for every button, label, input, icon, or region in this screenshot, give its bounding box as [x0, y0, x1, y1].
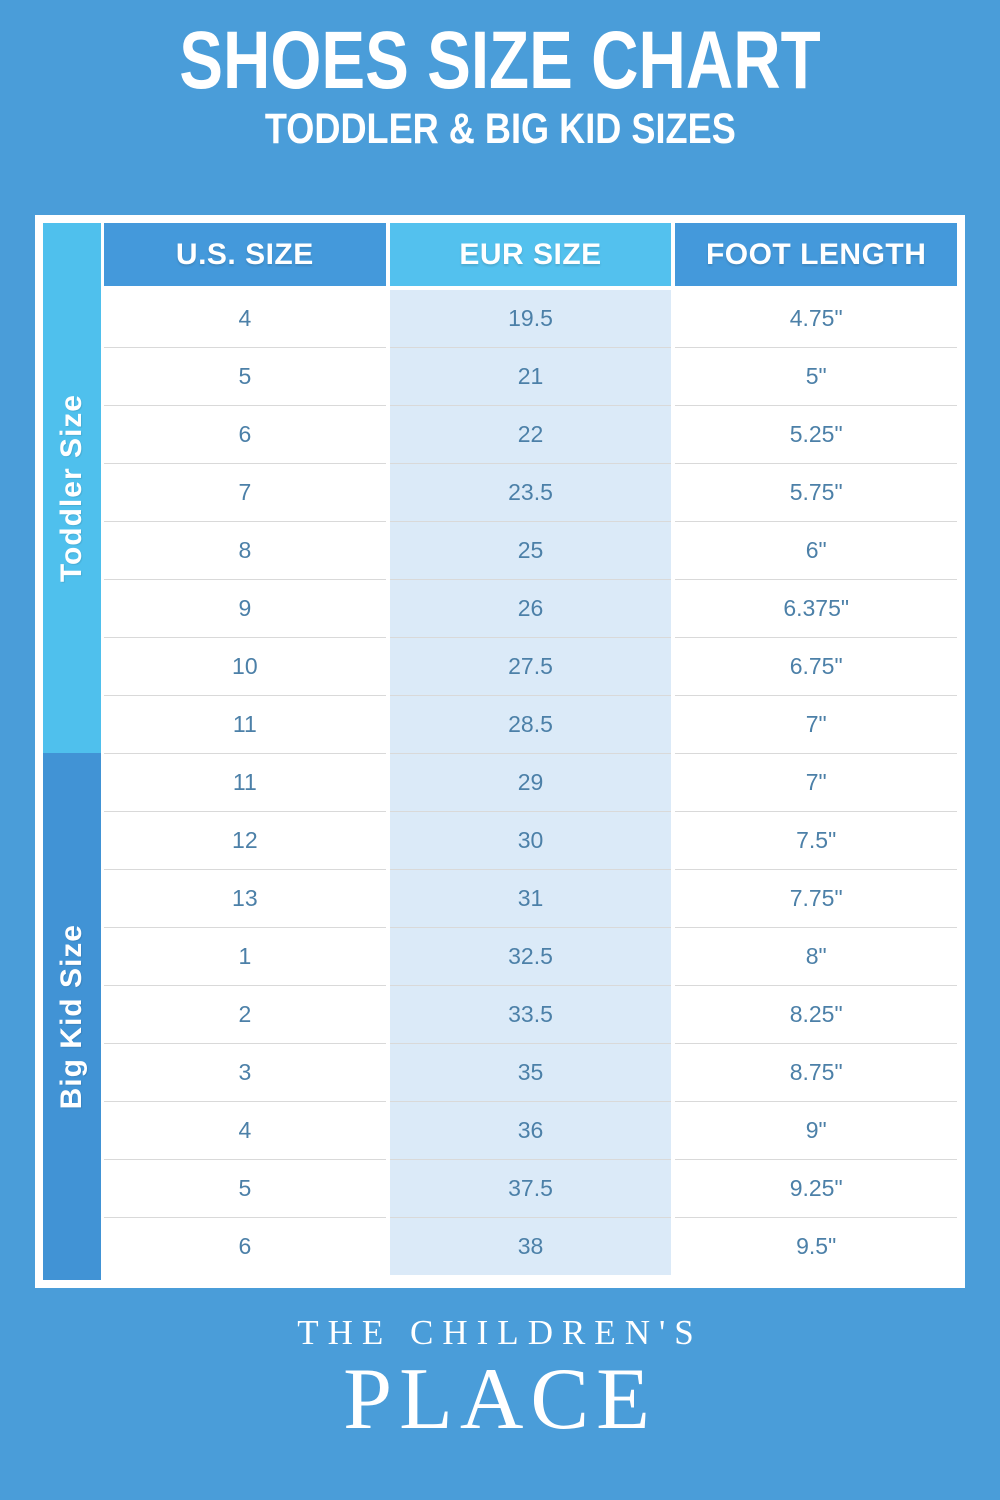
foot-length-cell: 7.75" — [675, 869, 958, 927]
eur-size-cell: 33.5 — [389, 985, 672, 1043]
us-size-cell: 11 — [104, 753, 386, 811]
us-size-cell: 5 — [104, 347, 386, 405]
us-size-cell: 1 — [104, 927, 386, 985]
table-row: 11 28.5 7" — [104, 695, 958, 753]
column-header-eur-size: EUR SIZE — [389, 223, 672, 286]
eur-size-cell: 29 — [389, 753, 672, 811]
foot-length-cell: 7.5" — [675, 811, 958, 869]
foot-length-cell: 5.25" — [675, 405, 958, 463]
table-row: 1 32.5 8" — [104, 927, 958, 985]
eur-size-cell: 38 — [389, 1217, 672, 1275]
eur-size-cell: 35 — [389, 1043, 672, 1101]
us-size-cell: 3 — [104, 1043, 386, 1101]
brand-logo: THE CHILDREN'S PLACE — [0, 1312, 1000, 1444]
eur-size-cell: 28.5 — [389, 695, 672, 753]
us-size-cell: 6 — [104, 1217, 386, 1275]
foot-length-cell: 5.75" — [675, 463, 958, 521]
foot-length-cell: 6" — [675, 521, 958, 579]
column-header-foot-length: FOOT LENGTH — [675, 223, 958, 286]
foot-length-cell: 8.25" — [675, 985, 958, 1043]
eur-size-cell: 25 — [389, 521, 672, 579]
table-row: 10 27.5 6.75" — [104, 637, 958, 695]
big-kid-size-strip: Big Kid Size — [43, 753, 101, 1280]
eur-size-cell: 36 — [389, 1101, 672, 1159]
us-size-cell: 6 — [104, 405, 386, 463]
us-size-cell: 2 — [104, 985, 386, 1043]
size-table: U.S. SIZE EUR SIZE FOOT LENGTH 4 19.5 4.75… — [104, 223, 958, 1280]
table-header-row: U.S. SIZE EUR SIZE FOOT LENGTH — [104, 223, 958, 286]
eur-size-cell: 21 — [389, 347, 672, 405]
section-strips: Toddler Size Big Kid Size — [43, 223, 101, 1280]
eur-size-cell: 30 — [389, 811, 672, 869]
foot-length-cell: 5" — [675, 347, 958, 405]
table-row: 13 31 7.75" — [104, 869, 958, 927]
brand-name-bottom: PLACE — [343, 1351, 657, 1448]
toddler-rows: 4 19.5 4.75" 5 21 5" 6 22 5.25" 7 23.5 5.75" 8 25 6" 9 2… — [104, 289, 958, 753]
eur-size-cell: 22 — [389, 405, 672, 463]
us-size-cell: 8 — [104, 521, 386, 579]
eur-size-cell: 26 — [389, 579, 672, 637]
eur-size-cell: 23.5 — [389, 463, 672, 521]
foot-length-cell: 6.75" — [675, 637, 958, 695]
brand-name-top: THE CHILDREN'S — [297, 1313, 703, 1352]
table-row: 6 38 9.5" — [104, 1217, 958, 1275]
size-chart-card: Toddler Size Big Kid Size U.S. SIZE EUR … — [35, 215, 965, 1288]
eur-size-cell: 32.5 — [389, 927, 672, 985]
page-subtitle: TODDLER & BIG KID SIZES — [264, 105, 736, 154]
table-row: 3 35 8.75" — [104, 1043, 958, 1101]
toddler-size-strip: Toddler Size — [43, 223, 101, 753]
us-size-cell: 11 — [104, 695, 386, 753]
foot-length-cell: 9" — [675, 1101, 958, 1159]
table-row: 5 21 5" — [104, 347, 958, 405]
foot-length-cell: 4.75" — [675, 289, 958, 347]
eur-size-cell: 37.5 — [389, 1159, 672, 1217]
foot-length-cell: 7" — [675, 695, 958, 753]
us-size-cell: 9 — [104, 579, 386, 637]
us-size-cell: 5 — [104, 1159, 386, 1217]
us-size-cell: 12 — [104, 811, 386, 869]
us-size-cell: 4 — [104, 289, 386, 347]
eur-size-cell: 27.5 — [389, 637, 672, 695]
page-title: SHOES SIZE CHART — [179, 15, 821, 106]
eur-size-cell: 19.5 — [389, 289, 672, 347]
table-row: 5 37.5 9.25" — [104, 1159, 958, 1217]
foot-length-cell: 7" — [675, 753, 958, 811]
table-row: 2 33.5 8.25" — [104, 985, 958, 1043]
us-size-cell: 10 — [104, 637, 386, 695]
toddler-size-label: Toddler Size — [55, 393, 88, 583]
table-row: 8 25 6" — [104, 521, 958, 579]
table-row: 4 19.5 4.75" — [104, 289, 958, 347]
foot-length-cell: 6.375" — [675, 579, 958, 637]
big-kid-rows: 11 29 7" 12 30 7.5" 13 31 7.75" 1 32.5 8" 2 33.5 8.25"… — [104, 753, 958, 1275]
big-kid-size-label: Big Kid Size — [55, 923, 88, 1110]
us-size-cell: 13 — [104, 869, 386, 927]
table-row: 6 22 5.25" — [104, 405, 958, 463]
title-block: SHOES SIZE CHART TODDLER & BIG KID SIZES — [0, 0, 1000, 153]
table-row: 9 26 6.375" — [104, 579, 958, 637]
foot-length-cell: 8" — [675, 927, 958, 985]
foot-length-cell: 9.25" — [675, 1159, 958, 1217]
table-row: 11 29 7" — [104, 753, 958, 811]
column-header-us-size: U.S. SIZE — [104, 223, 386, 286]
table-row: 12 30 7.5" — [104, 811, 958, 869]
foot-length-cell: 9.5" — [675, 1217, 958, 1275]
table-row: 7 23.5 5.75" — [104, 463, 958, 521]
eur-size-cell: 31 — [389, 869, 672, 927]
us-size-cell: 4 — [104, 1101, 386, 1159]
table-row: 4 36 9" — [104, 1101, 958, 1159]
us-size-cell: 7 — [104, 463, 386, 521]
foot-length-cell: 8.75" — [675, 1043, 958, 1101]
